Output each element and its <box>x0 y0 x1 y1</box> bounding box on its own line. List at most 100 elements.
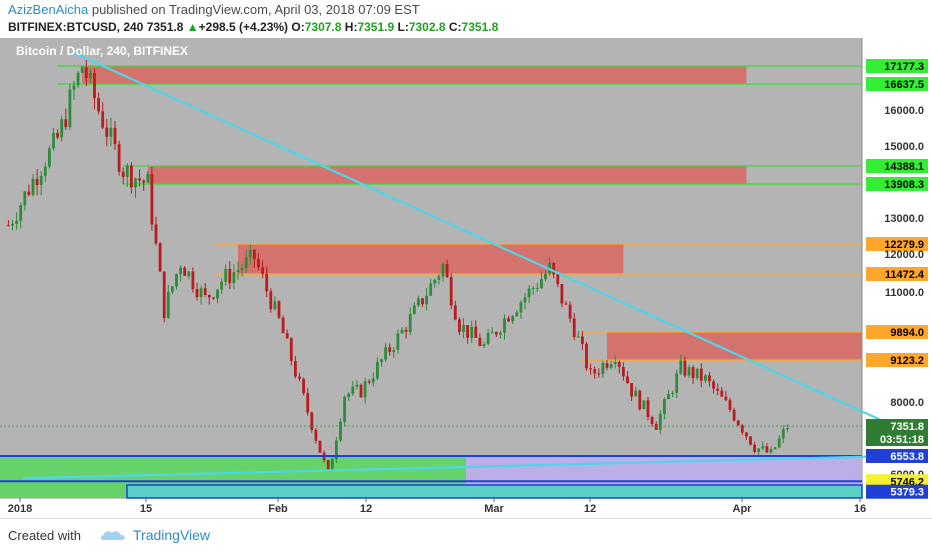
x-tick-label: 12 <box>584 503 596 515</box>
candle-body <box>482 344 486 346</box>
ohlc-bar: BITFINEX:BTCUSD, 240 7351.8 ▲+298.5 (+4.… <box>8 20 498 34</box>
candle-body <box>638 390 642 410</box>
candle-body <box>224 268 228 282</box>
price-label: 5379.3 <box>890 487 924 499</box>
candle-body <box>89 73 92 79</box>
tradingview-brand[interactable]: TradingView <box>133 527 211 543</box>
teal-box <box>126 484 863 499</box>
price-axis[interactable]: 17177.3 16637.5 16000.0 15000.0 14388.1 13908… <box>866 59 928 499</box>
candle-body <box>605 363 609 368</box>
candle-body <box>298 376 301 379</box>
candle-body <box>654 423 658 430</box>
candle-body <box>732 409 736 421</box>
price-label-bg <box>866 353 928 367</box>
candle-body <box>166 291 170 319</box>
candle-body <box>523 297 527 303</box>
last-price: 7351.8 <box>146 20 184 34</box>
candle-body <box>281 317 285 334</box>
price-label: 16000.0 <box>884 105 924 117</box>
candle-body <box>359 384 363 398</box>
candle-body <box>367 381 371 383</box>
candle-body <box>421 298 424 305</box>
candle-body <box>187 271 191 276</box>
candle-body <box>745 432 748 437</box>
candle-body <box>60 119 64 138</box>
candle-body <box>462 325 465 333</box>
candle-body <box>158 243 162 272</box>
candle-body <box>716 388 720 391</box>
candle-body <box>175 274 178 287</box>
candle-body <box>634 390 638 397</box>
change-value: +298.5 (+4.23%) <box>198 20 289 34</box>
candle-body <box>646 400 650 418</box>
candle-body <box>499 332 502 335</box>
footer: Created with TradingView <box>0 518 932 551</box>
resistance-zones <box>57 65 862 361</box>
price-label: 8000.0 <box>890 397 924 409</box>
published-text: published on TradingView.com, April 03, … <box>91 2 420 17</box>
candle-body <box>396 333 400 350</box>
candle-body <box>314 429 318 441</box>
low-value: 7302.8 <box>408 20 446 34</box>
candle-body <box>72 85 76 90</box>
candle-body <box>236 270 240 273</box>
candle-body <box>199 288 203 298</box>
candle-body <box>494 332 498 335</box>
candle-body <box>675 373 679 393</box>
price-label: 13000.0 <box>884 213 924 225</box>
candle-body <box>720 390 724 397</box>
candle-body <box>27 191 31 195</box>
candle-body <box>704 375 707 381</box>
candle-body <box>490 332 494 334</box>
author-name[interactable]: AzizBenAicha <box>8 2 89 17</box>
candle-body <box>425 295 428 305</box>
resistance-zone <box>607 332 862 360</box>
candle-body <box>347 393 351 397</box>
low-label: L: <box>397 20 409 34</box>
candle-body <box>572 318 576 337</box>
price-label-bg <box>866 484 928 499</box>
candle-body <box>76 72 80 86</box>
price-label-bg <box>866 432 928 446</box>
candle-body <box>769 449 773 453</box>
candle-body <box>622 367 625 377</box>
tradingview-cloud-icon <box>100 531 125 540</box>
trend-line <box>71 50 895 428</box>
candle-body <box>773 447 777 450</box>
candle-body <box>138 178 141 181</box>
candle-body <box>757 448 761 452</box>
candle-body <box>384 347 387 360</box>
candle-body <box>724 396 728 401</box>
candle-body <box>556 274 560 285</box>
price-label-bg <box>866 237 928 251</box>
candle-body <box>310 412 314 430</box>
candle-body <box>330 459 334 471</box>
candle-body <box>306 393 310 413</box>
price-label: 7351.8 <box>890 421 924 433</box>
candle-body <box>289 338 293 361</box>
candle-body <box>593 369 597 374</box>
candle-body <box>433 279 437 284</box>
candle-body <box>568 304 572 319</box>
resistance-zone <box>82 66 747 84</box>
candle-body <box>318 440 322 453</box>
candle-body <box>408 314 412 332</box>
candle-body <box>285 333 289 339</box>
candle-body <box>326 460 330 471</box>
candle-body <box>109 127 113 137</box>
chart-title: Bitcoin / Dollar, 240, BITFINEX <box>16 44 188 58</box>
candle-body <box>121 171 125 177</box>
price-label-bg <box>866 159 928 173</box>
candle-body <box>203 288 207 295</box>
candle-body <box>412 305 416 315</box>
price-label: 9123.2 <box>890 355 924 367</box>
candle-body <box>244 257 248 269</box>
candle-body <box>613 362 617 365</box>
x-tick-label: 12 <box>360 503 372 515</box>
candle-body <box>142 180 146 183</box>
price-chart[interactable]: Bitcoin / Dollar, 240, BITFINEX 2018 15 Fe… <box>0 38 932 518</box>
x-tick-label: Mar <box>484 503 504 515</box>
candle-body <box>371 378 375 383</box>
price-label: 14388.1 <box>884 161 924 173</box>
candle-body <box>671 392 674 394</box>
